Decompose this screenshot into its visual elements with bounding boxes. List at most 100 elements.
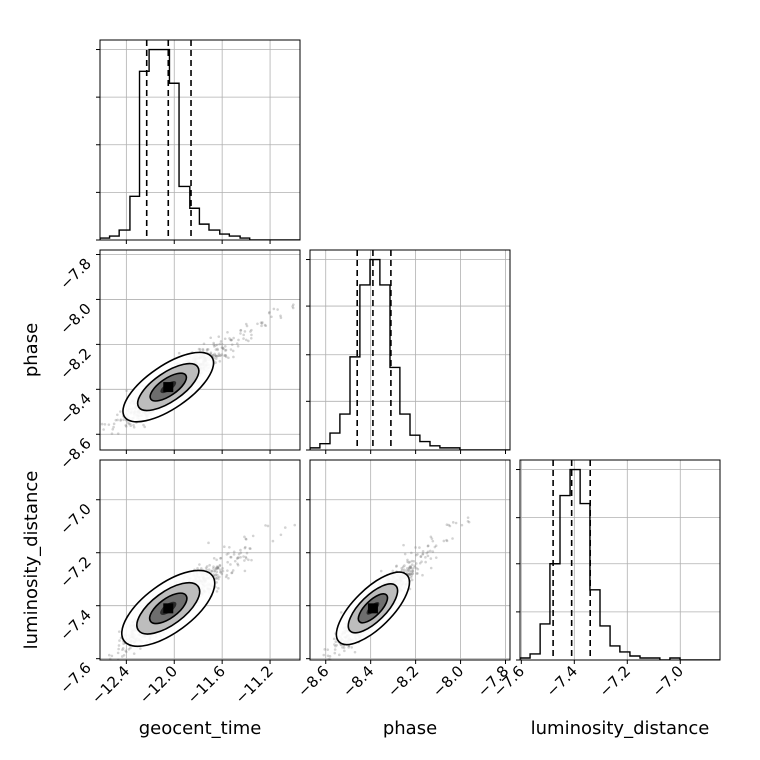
scatter-point: [215, 558, 218, 562]
scatter-point: [213, 352, 216, 356]
scatter-point: [122, 418, 125, 422]
scatter-point: [205, 565, 209, 568]
scatter-point: [249, 547, 252, 550]
scatter-point: [429, 557, 433, 560]
scatter-point: [103, 423, 107, 426]
scatter-point: [410, 574, 414, 577]
scatter-point: [266, 524, 270, 528]
scatter-point: [243, 546, 247, 550]
x-tick-label: −11.2: [232, 662, 277, 707]
scatter-point: [402, 568, 406, 571]
scatter-point: [426, 554, 430, 558]
hist-bar: [370, 260, 380, 450]
x-tick-label: −12.4: [88, 662, 133, 707]
scatter-point: [323, 648, 327, 651]
hist-bar: [590, 590, 600, 660]
scatter-point: [400, 566, 404, 570]
panel-frame: [99, 459, 301, 661]
scatter-point: [326, 654, 330, 658]
scatter-point: [426, 544, 430, 548]
panel-frame: [99, 39, 301, 241]
scatter-point: [335, 643, 338, 647]
scatter-point: [445, 539, 449, 543]
scatter-point: [236, 563, 240, 567]
scatter-point: [216, 566, 220, 569]
hist-outline: [100, 48, 300, 240]
scatter-point: [322, 653, 326, 657]
scatter-point: [395, 564, 398, 568]
scatter-point: [214, 354, 218, 358]
scatter-point: [108, 657, 112, 660]
scatter-point: [232, 355, 235, 359]
scatter-point: [207, 541, 210, 545]
scatter-point: [334, 640, 338, 643]
panel-geocent_time-vs-phase: −8.6 −8.4 −8.2 −8.0 −7.8: [56, 249, 301, 473]
scatter-point: [244, 557, 248, 560]
scatter-point: [215, 355, 218, 358]
hist-bar: [209, 230, 220, 240]
scatter-point: [215, 570, 219, 574]
hist-bar: [320, 444, 330, 450]
density-peak: [367, 603, 378, 614]
scatter-point: [247, 558, 250, 562]
scatter-point: [213, 570, 216, 573]
scatter-point: [408, 572, 412, 576]
scatter-point: [217, 575, 221, 579]
scatter-point: [218, 563, 222, 567]
scatter-point: [216, 566, 219, 570]
scatter-point: [244, 537, 248, 541]
scatter-point: [224, 354, 228, 357]
scatter-point: [412, 559, 416, 563]
scatter-point: [208, 563, 211, 567]
scatter-point: [221, 567, 224, 570]
scatter-point: [291, 306, 295, 310]
scatter-point: [129, 646, 132, 650]
hist-bar: [340, 414, 350, 450]
scatter-point: [409, 576, 413, 579]
panel-phase-vs-luminosity_distance: −8.6 −8.4 −8.2 −8.0 −7.8: [294, 459, 512, 701]
scatter-point: [350, 646, 353, 649]
scatter-point: [210, 569, 213, 573]
scatter-point: [251, 534, 255, 538]
scatter-point: [239, 328, 243, 332]
scatter-point: [196, 567, 199, 570]
scatter-point: [244, 537, 248, 541]
hist-bar: [169, 83, 179, 240]
scatter-point: [237, 556, 240, 559]
scatter-point: [250, 333, 253, 337]
scatter-point: [212, 343, 216, 347]
scatter-point: [428, 549, 432, 553]
scatter-point: [119, 410, 122, 413]
scatter-point: [220, 346, 224, 349]
scatter-point: [117, 647, 120, 651]
scatter-point: [100, 422, 104, 426]
scatter-point: [118, 639, 121, 642]
scatter-point: [217, 352, 221, 355]
scatter-point: [212, 353, 215, 357]
scatter-point: [220, 343, 224, 346]
hist-bar: [119, 230, 130, 240]
scatter-point: [205, 349, 209, 352]
scatter-point: [214, 357, 218, 360]
scatter-point: [402, 543, 405, 547]
y-tick-label: −8.0: [56, 300, 94, 338]
y-tick-label: −7.6: [56, 659, 94, 697]
scatter-point: [250, 328, 253, 332]
scatter-point: [198, 348, 202, 351]
scatter-point: [122, 653, 126, 657]
scatter-point: [339, 611, 343, 614]
scatter-point: [261, 321, 264, 324]
scatter-point: [333, 648, 337, 651]
scatter-point: [410, 551, 413, 555]
scatter-point: [229, 555, 232, 559]
scatter-point: [132, 423, 135, 427]
scatter-point: [426, 550, 430, 554]
scatter-point: [419, 555, 423, 558]
scatter-point: [409, 565, 412, 568]
x-tick-label: −7.0: [649, 662, 687, 700]
hist-bar: [350, 357, 360, 450]
scatter-point: [408, 566, 411, 569]
scatter-point: [112, 422, 116, 426]
scatter-point: [198, 563, 201, 566]
